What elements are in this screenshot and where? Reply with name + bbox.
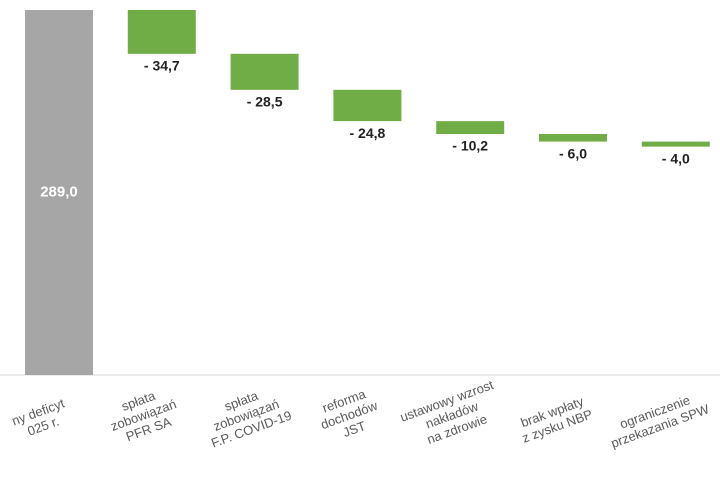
bar [230,53,299,90]
value-label: - 34,7 [144,58,180,74]
x-tick-label-line: JST [341,418,368,440]
bar [641,141,710,147]
bar [127,10,196,54]
value-label: - 4,0 [662,150,690,166]
bar [539,134,607,142]
value-label: - 6,0 [559,145,587,161]
bar [436,121,505,135]
bar [333,89,402,122]
bar [25,10,93,375]
value-label: - 24,8 [349,125,385,141]
value-label: - 28,5 [247,94,283,110]
value-label: 289,0 [40,183,78,200]
value-label: - 10,2 [452,138,488,154]
